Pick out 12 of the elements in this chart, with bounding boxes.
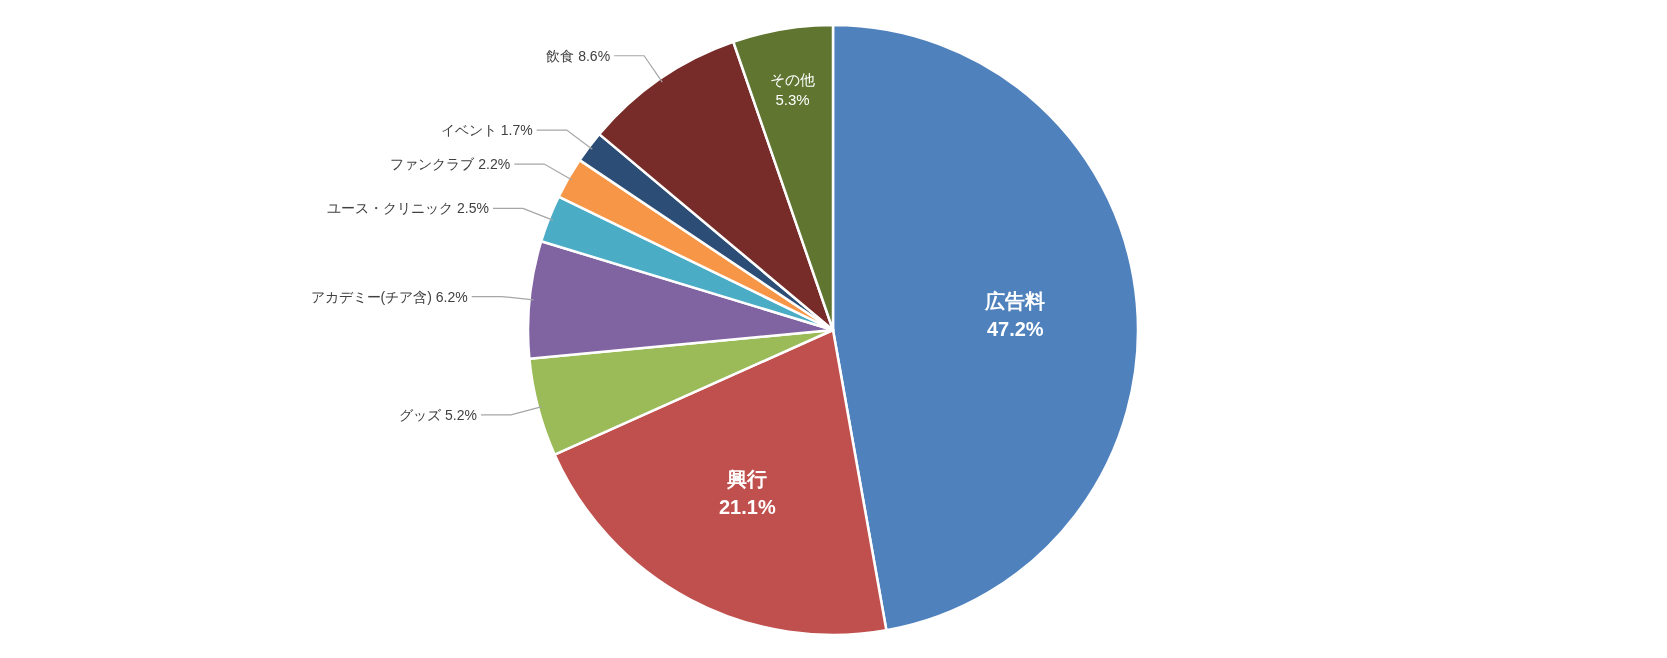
data-label: 47.2%: [986, 317, 1044, 340]
slice-label: 興行: [726, 467, 768, 490]
slice-label: アカデミー(チア含) 6.2%: [310, 288, 468, 305]
slice-label: その他: [770, 71, 816, 89]
slice-label: ユース・クリニック 2.5%: [327, 200, 489, 217]
slice-label: 飲食 8.6%: [546, 47, 611, 64]
slice-label: ファンクラブ 2.2%: [390, 156, 511, 173]
data-label: 21.1%: [719, 495, 776, 518]
slice-label: 広告料: [984, 289, 1046, 312]
slice-label: イベント 1.7%: [440, 122, 533, 139]
data-label: 5.3%: [775, 91, 810, 109]
slice-label: グッズ 5.2%: [399, 406, 477, 423]
